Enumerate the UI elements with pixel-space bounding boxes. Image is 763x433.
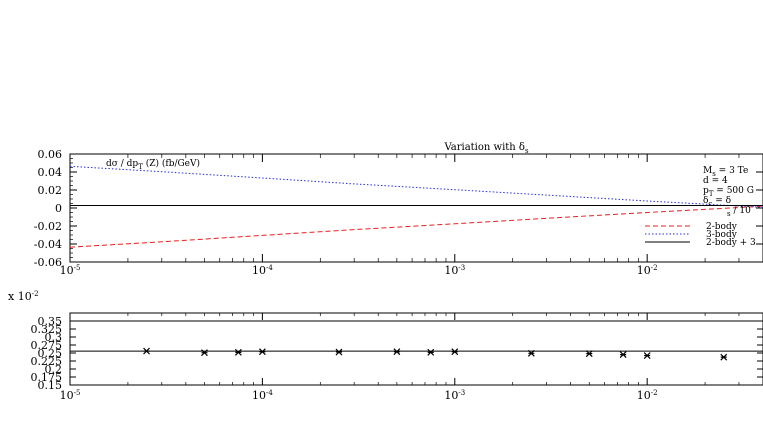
plot-frame: [69, 153, 763, 263]
y-tick-label: 0.02: [38, 184, 63, 197]
parameter-label: δc = δ: [703, 196, 731, 208]
y-tick-label: -0.04: [34, 238, 62, 251]
parameter-label: Ms = 3 Te: [703, 166, 748, 178]
data-point: [451, 348, 459, 356]
series-line-3-body: [69, 165, 763, 208]
series-line-2-body: [69, 205, 763, 248]
x-tick-label: 10-5: [60, 389, 81, 402]
bottom-chart: x 10-2 0.350.3250.30.2750.250.2250.20.175…: [8, 290, 763, 402]
data-point: [335, 348, 343, 356]
y-tick-label: -0.06: [34, 256, 62, 269]
parameter-label: d = 4: [703, 176, 728, 186]
y-multiplier-label: x 10-2: [8, 290, 39, 303]
y-tick-label: 0.35: [38, 315, 63, 328]
data-point: [527, 349, 535, 357]
chart-title: Variation with δs: [443, 142, 528, 155]
data-point: [393, 348, 401, 356]
top-chart: Variation with δs 0.06 0.04 0.02 0 -0.02 -0.04…: [34, 142, 763, 277]
y-tick-label: 0.175: [31, 371, 63, 384]
legend-label: 3-body: [706, 230, 738, 240]
y-tick-label: 0.225: [31, 355, 63, 368]
x-tick-label: 10-3: [444, 389, 465, 402]
data-point: [643, 352, 651, 359]
legend-label: 2-body + 3: [706, 238, 756, 248]
x-tick-label: 10-4: [252, 264, 273, 277]
y-tick-label: 0.3: [45, 331, 63, 344]
y-tick-label: 0.25: [38, 347, 63, 360]
parameter-label: pT = 500 G: [703, 186, 754, 198]
data-point: [427, 348, 435, 356]
y-quantity-annotation: dσ / dpT (Z) (fb/GeV): [106, 158, 200, 171]
legend-label: 2-body: [706, 222, 738, 232]
data-point: [201, 349, 208, 357]
plot-frame: [69, 312, 763, 386]
y-tick-label: 0.04: [38, 166, 63, 179]
data-point: [143, 347, 150, 355]
y-tick-label: 0.325: [31, 323, 63, 336]
data-point: [585, 350, 593, 358]
x-tick-label: 10-3: [444, 264, 465, 277]
data-point: [258, 348, 266, 356]
x-tick-label: 10-5: [60, 264, 81, 277]
y-tick-label: 0: [55, 202, 62, 215]
y-tick-label: 0.06: [38, 148, 63, 161]
x-tick-label: 10-4: [252, 389, 273, 402]
x-tick-label: 10-2: [637, 389, 658, 402]
x-tick-label: 10-2: [637, 264, 658, 277]
y-tick-label: 0.275: [31, 339, 63, 352]
y-tick-label: 0.15: [38, 379, 63, 392]
y-tick-label: -0.02: [34, 220, 62, 233]
data-point: [234, 348, 242, 356]
y-tick-label: 0.2: [45, 363, 63, 376]
data-point: [619, 351, 627, 359]
data-point: [720, 353, 728, 361]
parameter-label: s / 10: [727, 206, 751, 218]
